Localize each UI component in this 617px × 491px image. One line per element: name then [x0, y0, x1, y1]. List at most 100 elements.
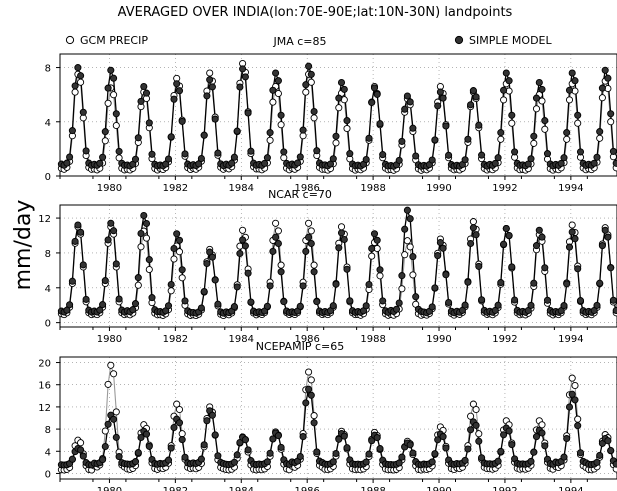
data-point-simple-model	[574, 111, 582, 119]
y-tick-label: 0	[45, 319, 51, 330]
data-point-simple-model	[208, 411, 216, 419]
legend: GCM PRECIP SIMPLE MODEL	[65, 34, 552, 47]
legend-label-simple-model: SIMPLE MODEL	[469, 34, 552, 47]
data-point-simple-model	[239, 236, 247, 244]
data-point-gcm-precip	[398, 285, 406, 293]
data-point-simple-model	[208, 83, 216, 91]
data-point-simple-model	[532, 433, 541, 441]
data-point-simple-model	[412, 293, 420, 301]
y-tick-label: 0	[45, 469, 51, 480]
data-point-gcm-precip	[107, 361, 115, 369]
data-point-simple-model	[110, 74, 118, 82]
data-point-simple-model	[532, 242, 541, 250]
data-point-simple-model	[203, 259, 211, 268]
y-axis-label: mm/day	[11, 200, 36, 291]
data-point-simple-model	[107, 66, 115, 74]
y-tick-label: 12	[38, 214, 51, 225]
data-point-simple-model	[313, 298, 321, 306]
data-point-simple-model	[66, 301, 74, 309]
data-point-simple-model	[211, 431, 219, 439]
data-point-simple-model	[472, 231, 480, 239]
data-point-simple-model	[181, 297, 189, 305]
data-point-simple-model	[332, 280, 340, 288]
data-point-simple-model	[607, 264, 615, 272]
data-point-simple-model	[609, 147, 617, 155]
data-point-simple-model	[307, 239, 315, 248]
data-point-simple-model	[568, 390, 576, 398]
data-point-simple-model	[244, 269, 252, 277]
data-point-simple-model	[538, 233, 546, 241]
data-point-gcm-precip	[104, 380, 112, 388]
x-tick-label: 1994	[558, 334, 583, 345]
data-point-gcm-precip	[112, 408, 120, 416]
data-point-simple-model	[541, 264, 549, 272]
data-point-simple-model	[74, 64, 82, 72]
data-point-simple-model	[431, 136, 439, 144]
data-point-simple-model	[530, 448, 538, 456]
data-point-simple-model	[406, 441, 414, 449]
data-point-simple-model	[505, 77, 513, 85]
data-point-simple-model	[445, 151, 453, 159]
data-point-simple-model	[527, 155, 535, 163]
data-point-simple-model	[115, 147, 123, 155]
data-point-simple-model	[337, 78, 346, 87]
data-point-simple-model	[609, 296, 617, 304]
x-tick-label: 1982	[163, 334, 188, 345]
data-point-simple-model	[115, 295, 123, 303]
data-point-simple-model	[346, 297, 354, 305]
data-point-simple-model	[310, 268, 318, 276]
data-point-simple-model	[392, 305, 401, 313]
x-tick-label: 1982	[163, 183, 188, 194]
data-point-gcm-precip	[596, 134, 604, 142]
data-point-simple-model	[527, 457, 535, 465]
data-point-simple-model	[511, 296, 519, 304]
data-point-simple-model	[296, 302, 304, 310]
data-point-simple-model	[131, 458, 140, 466]
data-point-simple-model	[261, 159, 269, 167]
data-point-gcm-precip	[403, 237, 411, 245]
data-point-simple-model	[99, 456, 107, 464]
data-point-simple-model	[241, 436, 249, 444]
data-point-simple-model	[436, 88, 444, 96]
data-point-simple-model	[313, 448, 321, 456]
data-point-gcm-precip	[302, 88, 310, 96]
data-point-simple-model	[574, 265, 582, 273]
data-point-simple-model	[340, 85, 348, 93]
data-point-simple-model	[247, 298, 255, 306]
plot-frame	[59, 356, 617, 480]
data-point-simple-model	[343, 444, 351, 452]
data-point-simple-model	[398, 453, 406, 461]
data-point-gcm-precip	[335, 104, 343, 112]
data-point-simple-model	[590, 159, 598, 167]
data-point-simple-model	[299, 126, 307, 134]
data-point-gcm-precip	[170, 255, 178, 263]
data-point-simple-model	[478, 296, 486, 304]
plot-frame	[59, 204, 617, 328]
data-point-simple-model	[104, 236, 112, 244]
data-point-simple-model	[203, 92, 211, 100]
data-point-simple-model	[142, 219, 151, 228]
data-point-simple-model	[601, 226, 609, 234]
data-point-gcm-precip	[310, 261, 318, 269]
data-point-gcm-precip	[598, 94, 606, 102]
data-point-simple-model	[461, 301, 469, 309]
data-point-simple-model	[173, 80, 181, 88]
data-point-simple-model	[365, 134, 373, 142]
data-point-simple-model	[607, 446, 615, 455]
data-point-simple-model	[104, 84, 112, 92]
data-point-gcm-precip	[475, 430, 483, 438]
x-tick-label: 1986	[294, 183, 319, 194]
data-point-simple-model	[329, 458, 337, 466]
data-point-simple-model	[557, 159, 565, 167]
x-tick-label: 1980	[97, 334, 122, 345]
data-point-simple-model	[467, 426, 475, 434]
data-point-simple-model	[208, 253, 216, 261]
data-point-simple-model	[376, 120, 384, 128]
x-tick-label: 1992	[492, 486, 517, 491]
data-point-simple-model	[511, 148, 519, 156]
data-point-simple-model	[296, 153, 304, 161]
data-point-simple-model	[445, 298, 453, 307]
data-point-simple-model	[508, 111, 516, 119]
data-point-gcm-precip	[112, 121, 120, 130]
